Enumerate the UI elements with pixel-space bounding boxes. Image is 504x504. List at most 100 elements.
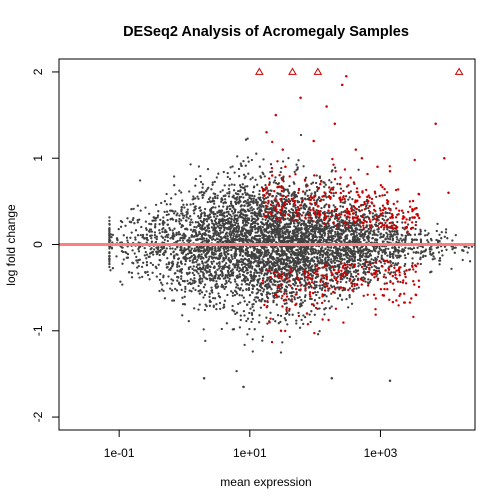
background-gene-point (346, 253, 349, 257)
background-gene-point (169, 228, 172, 232)
background-gene-point (121, 262, 124, 265)
background-gene-point (373, 229, 376, 232)
background-gene-point (293, 170, 296, 174)
background-gene-point (205, 217, 209, 221)
background-gene-point (153, 226, 157, 229)
background-gene-point (293, 225, 296, 228)
background-gene-point (302, 322, 305, 326)
background-gene-point (302, 260, 305, 264)
background-gene-point (128, 271, 131, 274)
background-gene-point (249, 270, 252, 273)
background-gene-point (225, 227, 229, 230)
background-gene-point (345, 297, 348, 301)
background-gene-point (226, 175, 229, 179)
background-gene-point (309, 259, 313, 262)
background-gene-point (266, 322, 269, 325)
background-gene-point (262, 233, 265, 237)
background-gene-point (365, 204, 368, 207)
background-gene-point (404, 256, 407, 260)
background-gene-point (172, 232, 175, 235)
background-gene-point (337, 248, 340, 251)
background-gene-point (206, 251, 209, 254)
background-gene-point (340, 248, 343, 251)
background-gene-point (361, 203, 365, 207)
background-gene-point (339, 280, 342, 284)
background-gene-point (124, 224, 127, 227)
background-gene-point (319, 252, 322, 256)
background-gene-point (165, 234, 168, 237)
background-gene-point (286, 188, 289, 191)
background-gene-point (184, 263, 187, 266)
background-gene-point (272, 181, 275, 184)
background-gene-point (279, 262, 282, 265)
background-gene-point (301, 232, 304, 236)
background-gene-point (254, 259, 258, 262)
background-gene-point (261, 339, 264, 342)
background-gene-point (332, 285, 336, 288)
background-gene-point (254, 256, 257, 260)
background-gene-point (370, 250, 374, 253)
background-gene-point (248, 203, 252, 206)
background-gene-point (333, 257, 337, 260)
background-gene-point (235, 268, 239, 271)
background-gene-point (304, 294, 307, 297)
background-gene-point (283, 302, 286, 305)
background-gene-point (215, 280, 218, 283)
background-gene-point (399, 280, 402, 284)
background-gene-point (240, 283, 243, 286)
background-gene-point (245, 319, 248, 323)
background-gene-point (136, 266, 139, 269)
background-gene-point (198, 230, 201, 234)
background-gene-point (216, 277, 220, 280)
background-gene-point (201, 277, 204, 280)
background-gene-point (287, 197, 290, 201)
background-gene-point (248, 300, 251, 304)
background-gene-point (165, 247, 168, 250)
background-gene-point (295, 322, 298, 325)
background-gene-point (199, 227, 202, 230)
background-gene-point (182, 250, 185, 253)
background-gene-point (270, 288, 273, 291)
background-gene-point (201, 280, 204, 283)
background-gene-point (328, 307, 332, 310)
background-gene-point (371, 212, 375, 215)
background-gene-point (395, 235, 398, 239)
background-gene-point (220, 327, 223, 331)
background-gene-point (223, 211, 226, 215)
background-gene-point (242, 234, 246, 238)
background-gene-point (156, 214, 160, 217)
background-gene-point (341, 257, 344, 261)
background-gene-point (201, 227, 204, 231)
background-gene-point (306, 257, 309, 261)
background-gene-point (397, 249, 400, 252)
background-gene-point (328, 266, 331, 270)
background-gene-point (155, 246, 158, 249)
background-gene-point (230, 290, 233, 293)
background-gene-point (144, 227, 148, 230)
background-gene-point (108, 235, 111, 238)
background-gene-point (313, 228, 316, 231)
background-gene-point (303, 260, 307, 264)
background-gene-point (219, 190, 222, 194)
background-gene-point (246, 192, 249, 195)
background-gene-point (254, 228, 257, 231)
background-gene-point (258, 165, 261, 168)
background-gene-point (392, 250, 395, 254)
background-gene-point (264, 234, 268, 237)
background-gene-point (281, 230, 284, 233)
background-gene-point (350, 257, 354, 261)
background-gene-point (241, 245, 245, 248)
background-gene-point (452, 246, 456, 249)
background-gene-point (187, 245, 191, 248)
background-gene-point (150, 240, 154, 243)
background-gene-point (338, 256, 342, 260)
background-gene-point (178, 239, 182, 242)
background-gene-point (309, 320, 312, 324)
background-gene-point (364, 273, 367, 276)
background-gene-point (208, 304, 212, 307)
background-gene-point (185, 211, 188, 214)
background-gene-point (235, 283, 238, 286)
background-gene-point (268, 181, 271, 184)
background-gene-point (174, 248, 177, 251)
background-gene-point (137, 247, 140, 251)
